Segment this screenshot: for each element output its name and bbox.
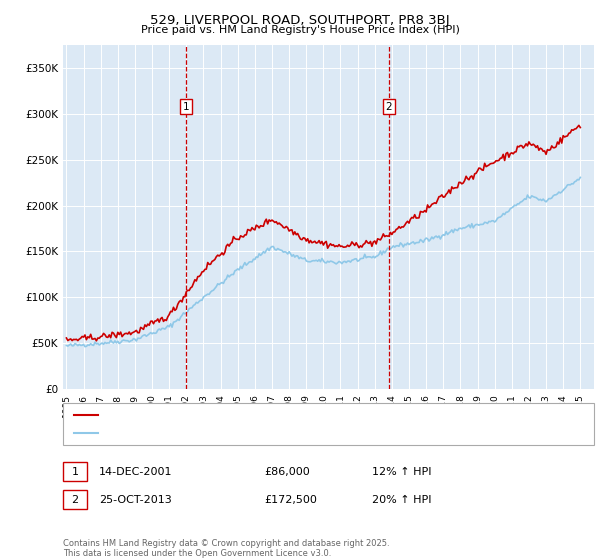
Text: 20% ↑ HPI: 20% ↑ HPI [372,494,431,505]
Text: 529, LIVERPOOL ROAD, SOUTHPORT, PR8 3BJ (semi-detached house): 529, LIVERPOOL ROAD, SOUTHPORT, PR8 3BJ … [105,410,443,420]
Text: 12% ↑ HPI: 12% ↑ HPI [372,466,431,477]
Text: HPI: Average price, semi-detached house, Sefton: HPI: Average price, semi-detached house,… [105,428,344,438]
Text: 2: 2 [71,494,79,505]
Text: 1: 1 [182,102,189,112]
Text: Contains HM Land Registry data © Crown copyright and database right 2025.
This d: Contains HM Land Registry data © Crown c… [63,539,389,558]
Text: 529, LIVERPOOL ROAD, SOUTHPORT, PR8 3BJ: 529, LIVERPOOL ROAD, SOUTHPORT, PR8 3BJ [150,14,450,27]
Text: 14-DEC-2001: 14-DEC-2001 [99,466,173,477]
Text: £172,500: £172,500 [264,494,317,505]
Text: 25-OCT-2013: 25-OCT-2013 [99,494,172,505]
Text: £86,000: £86,000 [264,466,310,477]
Text: 2: 2 [385,102,392,112]
Text: 1: 1 [71,466,79,477]
Text: Price paid vs. HM Land Registry's House Price Index (HPI): Price paid vs. HM Land Registry's House … [140,25,460,35]
